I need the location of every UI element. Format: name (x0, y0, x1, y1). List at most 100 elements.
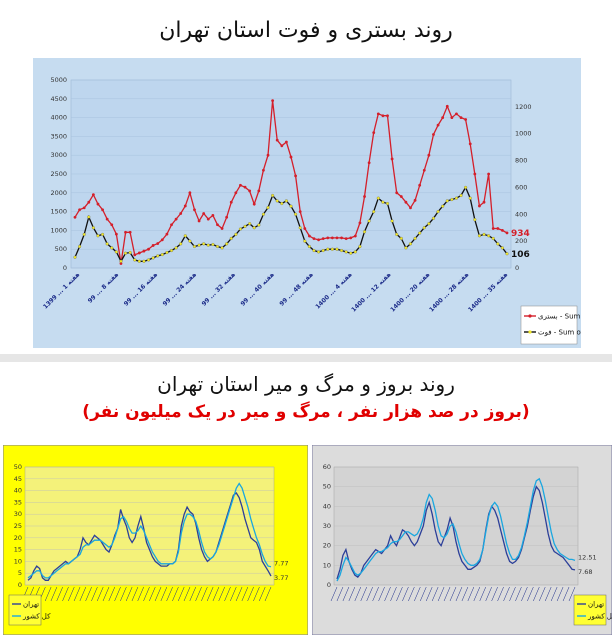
x-tick-mark (354, 586, 362, 602)
y-tick-label: 1500 (50, 208, 67, 216)
x-tick-mark (189, 586, 197, 602)
y-tick-label: 30 (14, 510, 22, 518)
death-point (294, 212, 298, 216)
hosp-point (418, 183, 422, 187)
death-point (119, 259, 123, 263)
hosp-point (239, 183, 242, 187)
hosp-point (505, 231, 509, 235)
death-point (441, 204, 445, 208)
legend-marker (528, 330, 532, 334)
hosp-point (216, 223, 219, 227)
hosp-point (225, 215, 229, 219)
x-tick-mark (360, 586, 367, 602)
death-end-label: 106 (511, 250, 530, 260)
x-tick-mark (431, 586, 439, 602)
hosp-point (312, 237, 316, 241)
hosp-point (459, 116, 463, 119)
death-point (188, 239, 192, 243)
death-point (101, 232, 105, 236)
death-point (229, 236, 233, 241)
x-tick-mark (125, 586, 133, 602)
death-point (257, 223, 261, 227)
x-tick-mark (102, 586, 110, 602)
series-line-country (27, 482, 272, 579)
death-point (413, 236, 417, 241)
hosp-point (330, 236, 334, 240)
x-tick-mark (114, 586, 121, 602)
death-point (468, 196, 472, 200)
x-tick-mark (402, 586, 409, 602)
hosp-point (349, 236, 353, 240)
death-point (142, 259, 146, 263)
x-tick-mark (91, 586, 98, 602)
x-tick-mark (68, 586, 75, 602)
hosp-point (73, 215, 77, 219)
hosp-point (381, 114, 385, 118)
hosp-point (422, 168, 426, 172)
hosp-point (501, 229, 504, 232)
death-point (197, 243, 201, 247)
hosp-point (303, 227, 307, 230)
death-point (372, 210, 376, 214)
y-tick-label: 35 (14, 498, 22, 506)
x-tick-mark (485, 586, 492, 602)
x-tick-mark (467, 586, 475, 602)
hosp-point (96, 202, 100, 206)
x-tick-mark (230, 586, 237, 602)
hosp-point (165, 232, 169, 236)
hosp-point (234, 191, 238, 195)
death-point (376, 196, 380, 200)
hosp-point (271, 99, 275, 103)
death-point (146, 258, 151, 262)
hosp-point (372, 131, 376, 135)
y-tick-label: 45 (14, 475, 22, 483)
hosp-point (487, 172, 491, 176)
death-point (399, 236, 403, 241)
legend: تهران کل کشور (8, 594, 51, 626)
x-tick-mark (425, 586, 433, 602)
x-tick-mark (336, 586, 344, 602)
mortality-chart-tehran-country: 0 10 20 30 40 50 60 7.68 12.51 تهران کل کشور (312, 445, 612, 635)
death-point (174, 246, 178, 250)
hosp-point (344, 237, 348, 241)
hosp-point (160, 238, 164, 242)
hosp-point (298, 210, 302, 214)
death-point (220, 246, 224, 250)
hosp-point (464, 118, 468, 121)
hosp-point (436, 123, 440, 127)
hosp-point (243, 185, 247, 189)
hospitalization-death-chart: 0500100015002000250030003500400045005000… (33, 58, 581, 348)
main-title: روند بستری و فوت استان تهران (159, 18, 453, 43)
hosp-point (179, 212, 183, 215)
y-tick-label: 2000 (50, 189, 67, 197)
hosp-point (197, 219, 201, 223)
death-point (496, 242, 500, 246)
death-point (133, 258, 137, 262)
legend: بستری - Sum of فوت - Sum of (520, 305, 581, 345)
hosp-point (321, 237, 325, 241)
x-tick-mark (473, 586, 481, 602)
hosp-point (262, 168, 265, 172)
death-point (96, 234, 100, 238)
death-point (436, 210, 440, 214)
death-point (491, 236, 495, 241)
incidence-chart-tehran-country: 0 5 10 15 20 25 30 35 40 45 50 3.77 7.77 تهران کل کشور (3, 445, 308, 635)
x-tick-mark (201, 586, 208, 602)
x-tick-mark (195, 586, 202, 602)
death-point (482, 232, 486, 236)
x-tick-mark (527, 586, 534, 602)
hosp-point (170, 223, 173, 227)
death-point (427, 222, 431, 226)
death-point (252, 226, 256, 230)
y-tick-label: 50 (14, 463, 22, 471)
hosp-point (455, 112, 458, 116)
series-line-country (336, 477, 576, 582)
death-point (234, 232, 238, 236)
x-tick-mark (120, 586, 127, 602)
death-point (169, 248, 174, 253)
death-point (450, 197, 454, 202)
death-point (298, 226, 302, 230)
hosp-point (280, 144, 284, 148)
death-point (124, 251, 128, 255)
x-tick-mark (562, 586, 570, 602)
